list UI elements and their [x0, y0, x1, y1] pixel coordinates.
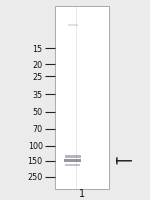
Text: 250: 250: [27, 173, 43, 181]
Text: 150: 150: [28, 157, 43, 165]
Text: 70: 70: [33, 125, 43, 133]
Bar: [68, 25, 78, 27]
Text: 100: 100: [28, 142, 43, 150]
Bar: [65, 164, 80, 166]
Text: 15: 15: [33, 45, 43, 53]
Text: 50: 50: [33, 108, 43, 116]
Bar: [65, 156, 81, 158]
Text: 20: 20: [33, 61, 43, 69]
Bar: [55, 7, 109, 189]
Text: 1: 1: [79, 188, 85, 198]
Text: 35: 35: [33, 91, 43, 99]
Text: 25: 25: [33, 73, 43, 81]
Bar: [64, 159, 81, 163]
